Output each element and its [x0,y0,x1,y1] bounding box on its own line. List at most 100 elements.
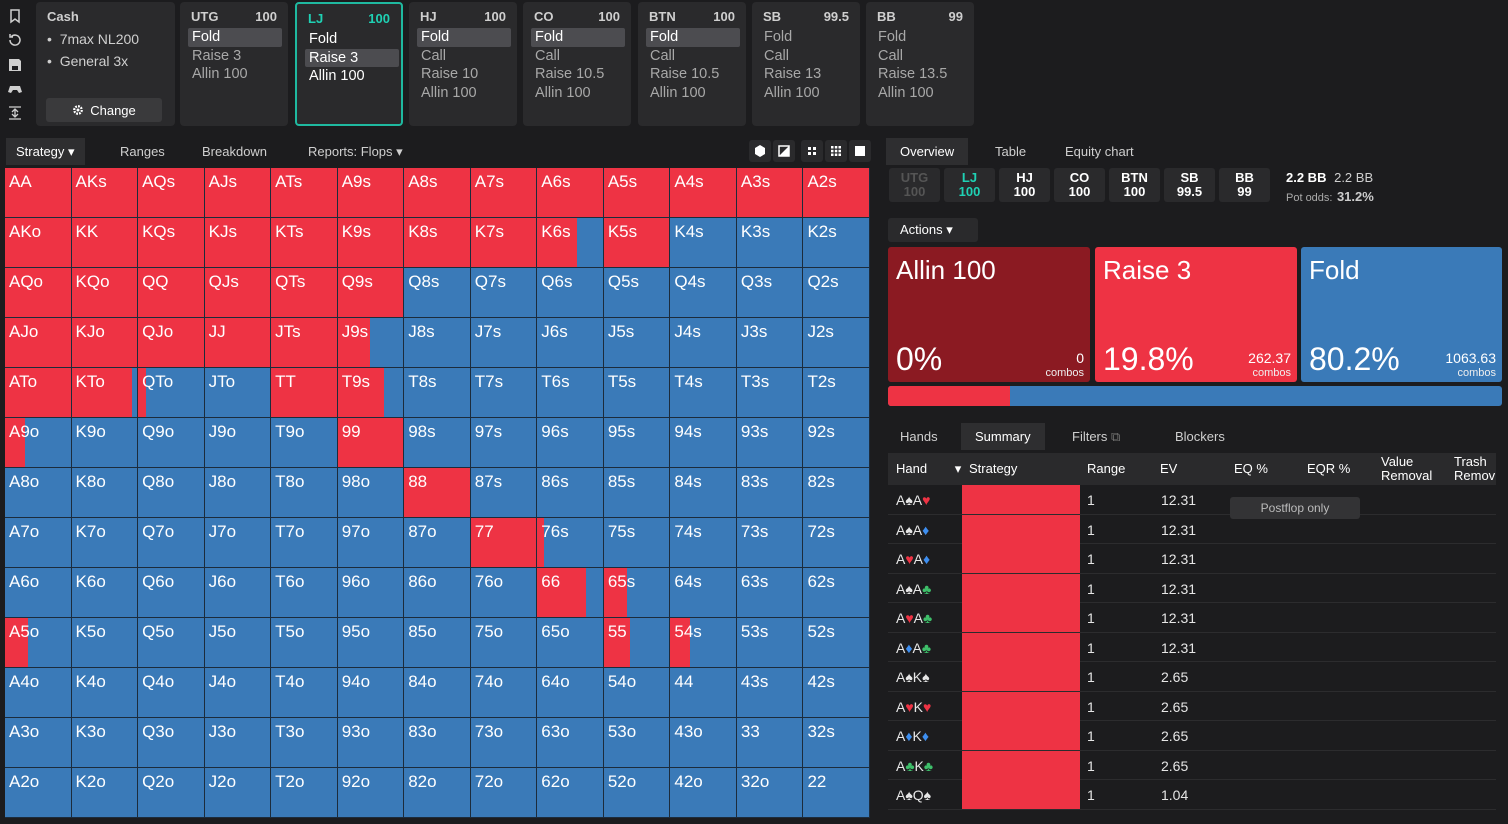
hand-cell[interactable]: 82o [404,768,471,818]
hand-cell[interactable]: 32s [803,718,870,768]
hand-cell[interactable]: 65o [537,618,604,668]
seat-btn[interactable]: BTN 100 [1109,168,1160,202]
action-option[interactable]: Fold [646,28,740,47]
hand-cell[interactable]: T7s [470,368,538,418]
hand-cell[interactable]: K9o [71,418,139,468]
hand-cell[interactable]: 72s [803,518,870,568]
hand-cell[interactable]: QJs [204,268,272,318]
hand-cell[interactable]: K3s [736,218,804,268]
hand-cell[interactable]: A5s [603,168,671,218]
tab-reports[interactable]: Reports: Flops ▾ [308,144,403,159]
hand-cell[interactable]: Q4s [670,268,737,318]
hand-cell[interactable]: 53o [603,718,671,768]
tab-equity-chart[interactable]: Equity chart [1065,144,1134,159]
hand-cell[interactable]: A9s [337,168,405,218]
hand-cell[interactable]: A3s [736,168,804,218]
history-icon[interactable] [7,32,23,48]
position-lj[interactable]: LJ 100 Fold Raise 3 Allin 100 [295,2,403,126]
action-option[interactable]: Fold [417,28,511,47]
position-sb[interactable]: SB 99.5 Fold Call Raise 13 Allin 100 [752,2,860,126]
action-option[interactable]: Allin 100 [192,66,248,82]
action-option[interactable]: Allin 100 [878,84,934,101]
action-option[interactable]: Allin 100 [650,84,706,101]
hand-cell[interactable]: JJ [204,318,272,368]
hand-cell[interactable]: 93s [736,418,804,468]
tab-summary[interactable]: Summary [961,423,1045,450]
action-option[interactable]: Allin 100 [309,68,365,84]
hand-cell[interactable]: KJo [71,318,139,368]
table-row[interactable]: A♠A♣ 1 12.31 [888,573,1496,603]
hand-cell[interactable]: 83s [736,468,804,518]
position-co[interactable]: CO 100 Fold Call Raise 10.5 Allin 100 [523,2,631,126]
hand-cell[interactable]: J9s [337,318,405,368]
hand-cell[interactable]: KJs [204,218,272,268]
table-row[interactable]: A♥A♦ 1 12.31 [888,544,1496,574]
hand-cell[interactable]: 93o [337,718,405,768]
hand-cell[interactable]: 84s [670,468,737,518]
action-option[interactable]: Call [535,47,560,64]
action-option[interactable]: Allin 100 [535,84,591,101]
action-option[interactable]: Fold [878,29,907,45]
hand-cell[interactable]: KTs [271,218,338,268]
hand-cell[interactable]: ATs [271,168,338,218]
hand-cell[interactable]: J7o [204,518,272,568]
hand-cell[interactable]: T8s [404,368,471,418]
seat-hj[interactable]: HJ 100 [999,168,1050,202]
hand-cell[interactable]: 95s [603,418,671,468]
hand-cell[interactable]: 43s [736,668,804,718]
hand-cell[interactable]: AA [5,168,72,218]
table-row[interactable]: A♥K♥ 1 2.65 [888,691,1496,721]
hand-cell[interactable]: 74o [470,668,538,718]
view-split-button[interactable] [773,140,795,162]
action-box[interactable]: Fold 80.2% 1063.63 combos [1301,247,1502,382]
hand-cell[interactable]: K8s [404,218,471,268]
position-hj[interactable]: HJ 100 Fold Call Raise 10 Allin 100 [409,2,517,126]
hand-cell[interactable]: A3o [5,718,72,768]
hand-cell[interactable]: K5o [71,618,139,668]
action-option[interactable]: Allin 100 [421,84,477,101]
hand-cell[interactable]: K3o [71,718,139,768]
hand-cell[interactable]: J9o [204,418,272,468]
hand-cell[interactable]: A7o [5,518,72,568]
hand-cell[interactable]: A8s [404,168,471,218]
hand-cell[interactable]: 85o [404,618,471,668]
hand-cell[interactable]: Q3s [736,268,804,318]
hand-cell[interactable]: TT [271,368,338,418]
hand-cell[interactable]: A5o [5,618,72,668]
hand-cell[interactable]: 54o [603,668,671,718]
action-option[interactable]: Raise 13 [764,66,822,82]
action-option[interactable]: Call [650,47,675,64]
hand-cell[interactable]: Q6s [537,268,604,318]
col-hand[interactable]: Hand ▾ [896,461,962,476]
hand-cell[interactable]: T2s [803,368,870,418]
hand-cell[interactable]: 75s [603,518,671,568]
hand-cell[interactable]: 63o [537,718,604,768]
hand-cell[interactable]: 74s [670,518,737,568]
seat-sb[interactable]: SB 99.5 [1164,168,1215,202]
actions-dropdown[interactable]: Actions ▾ [888,218,978,242]
action-option[interactable]: Fold [188,28,282,47]
hand-cell[interactable]: T6s [537,368,604,418]
hand-cell[interactable]: K5s [603,218,671,268]
hand-cell[interactable]: J5s [603,318,671,368]
hand-cell[interactable]: AQo [5,268,72,318]
hand-cell[interactable]: K2o [71,768,139,818]
hand-cell[interactable]: KQo [71,268,139,318]
col-eqr[interactable]: EQR % [1307,461,1351,476]
hand-cell[interactable]: 33 [736,718,804,768]
text-height-icon[interactable] [7,105,23,121]
hand-cell[interactable]: 52o [603,768,671,818]
seat-utg[interactable]: UTG 100 [889,168,940,202]
table-row[interactable]: A♠K♠ 1 2.65 [888,662,1496,692]
hand-cell[interactable]: T2o [271,768,338,818]
hand-cell[interactable]: T5s [603,368,671,418]
hand-cell[interactable]: AJo [5,318,72,368]
hand-cell[interactable]: T8o [271,468,338,518]
view-grid-button[interactable] [825,140,847,162]
hand-cell[interactable]: J4s [670,318,737,368]
hand-cell[interactable]: 88 [404,468,471,518]
hand-cell[interactable]: J5o [204,618,272,668]
hand-cell[interactable]: Q9s [337,268,405,318]
table-row[interactable]: A♣K♣ 1 2.65 [888,750,1496,780]
table-row[interactable]: A♦K♦ 1 2.65 [888,721,1496,751]
